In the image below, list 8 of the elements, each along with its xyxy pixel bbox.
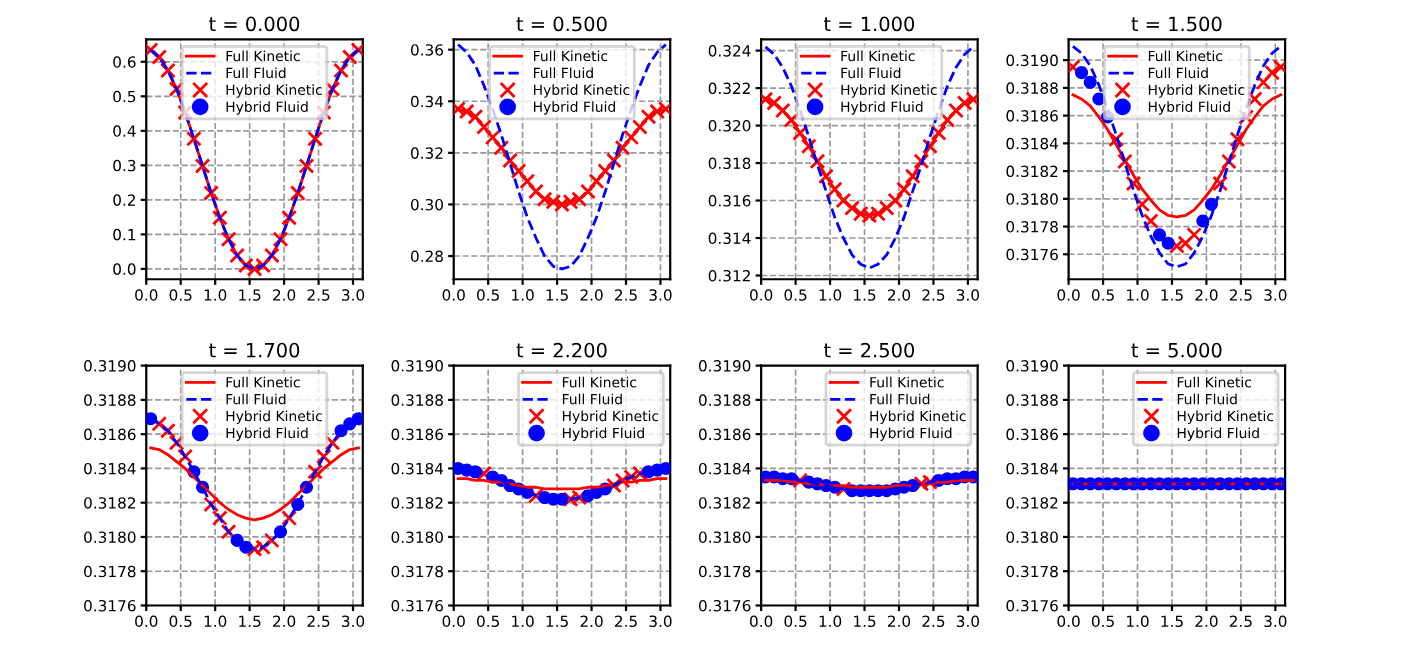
chart-title: t = 2.200	[516, 342, 607, 358]
chart-title: t = 1.700	[209, 342, 300, 358]
chart-title: t = 1.500	[1131, 16, 1222, 32]
chart-title: t = 0.000	[209, 16, 300, 32]
chart-title: t = 0.500	[516, 16, 607, 32]
chart-title: t = 5.000	[1131, 342, 1222, 358]
chart-title: t = 1.000	[823, 16, 915, 32]
chart-title: t = 2.500	[823, 342, 915, 358]
